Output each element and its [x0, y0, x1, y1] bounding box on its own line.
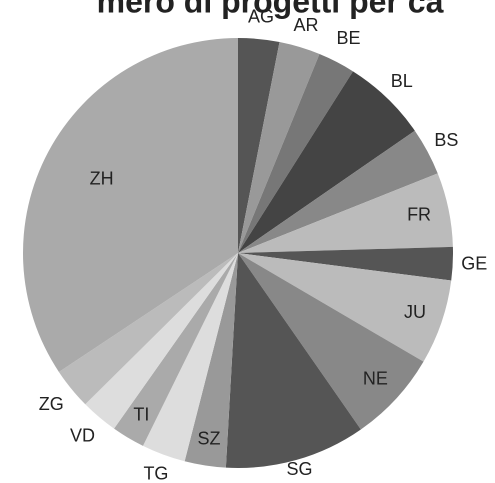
slice-label: AG: [248, 6, 274, 26]
pie-slice: [85, 253, 238, 429]
slice-label: BE: [336, 28, 360, 48]
pie-slice: [238, 253, 424, 430]
pie-slice: [238, 253, 452, 362]
pie-slice: [23, 38, 239, 372]
pie-slice: [238, 54, 353, 254]
slice-label: NE: [363, 369, 388, 389]
pie-slice: [184, 253, 238, 468]
slice-label: BL: [391, 71, 413, 91]
slice-label: VD: [70, 426, 95, 446]
slice-label: AR: [293, 15, 318, 35]
pie-slice: [238, 246, 453, 281]
pie-slice: [114, 253, 238, 446]
slice-label: BS: [434, 130, 458, 150]
pie-slice: [238, 42, 320, 253]
pie-slice: [238, 38, 280, 253]
slice-label: JU: [404, 302, 426, 322]
chart-title: mero di progetti per ca: [97, 0, 444, 19]
slice-label: GE: [461, 254, 487, 274]
pie-slice: [58, 253, 238, 405]
slice-label: SG: [286, 459, 312, 479]
pie-slice: [238, 173, 453, 253]
slice-label: FR: [407, 204, 431, 224]
slice-label: ZG: [39, 394, 64, 414]
pie-slice: [238, 71, 415, 254]
slice-label: TG: [143, 464, 168, 483]
slice-label: ZH: [90, 169, 114, 189]
pie-slice: [225, 253, 361, 468]
pie-slice: [142, 253, 238, 462]
slice-label: TI: [133, 404, 149, 424]
pie-slice: [238, 130, 438, 253]
slice-label: SZ: [198, 429, 221, 449]
